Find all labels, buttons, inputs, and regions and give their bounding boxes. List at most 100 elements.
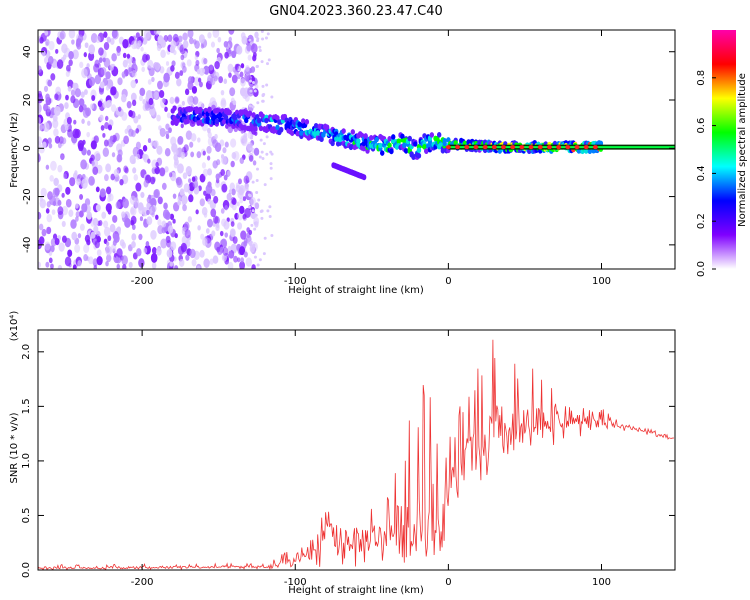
noise-speckle: [183, 183, 190, 193]
noise-speckle: [228, 30, 235, 35]
noise-speckle: [264, 36, 268, 40]
noise-speckle: [266, 62, 270, 66]
noise-speckle: [247, 54, 252, 61]
noise-speckle: [179, 188, 185, 196]
noise-speckle: [130, 207, 135, 215]
noise-speckle: [252, 54, 257, 62]
noise-speckle: [239, 157, 245, 164]
noise-speckle: [48, 143, 53, 149]
noise-speckle: [239, 197, 244, 204]
noise-speckle: [70, 95, 76, 104]
ridge-blob: [407, 135, 412, 142]
noise-speckle: [261, 157, 265, 161]
noise-speckle: [91, 94, 96, 101]
noise-speckle: [53, 128, 59, 137]
noise-speckle: [49, 195, 56, 206]
noise-speckle: [46, 226, 52, 235]
noise-speckle: [199, 81, 203, 88]
noise-speckle: [54, 187, 60, 196]
noise-speckle: [221, 155, 227, 165]
noise-speckle: [171, 60, 176, 67]
noise-speckle: [187, 76, 194, 85]
noise-speckle: [50, 263, 54, 269]
noise-speckle: [253, 221, 257, 225]
noise-speckle: [59, 30, 66, 40]
noise-speckle: [258, 258, 262, 262]
noise-speckle: [167, 225, 174, 234]
snr-y-ticks: 0.0 0.5 1.0 1.5 2.0: [21, 344, 675, 578]
noise-speckle: [187, 216, 192, 223]
steady-line-peak: [491, 145, 497, 150]
noise-speckle: [249, 147, 253, 151]
noise-speckle: [206, 145, 212, 154]
colorbar-tick-label: 0.6: [696, 118, 707, 134]
noise-speckle: [172, 218, 176, 224]
noise-speckle: [170, 241, 177, 251]
noise-speckle: [224, 141, 229, 148]
ridge-blob: [278, 127, 284, 133]
y-tick-label: 0: [22, 145, 33, 151]
noise-speckle: [261, 37, 265, 41]
noise-speckle: [253, 147, 260, 156]
noise-speckle: [155, 214, 159, 220]
noise-speckle: [164, 106, 168, 112]
noise-speckle: [246, 227, 251, 233]
colorbar-tick-label: 0.4: [696, 165, 707, 181]
noise-speckle: [130, 79, 137, 89]
noise-speckle: [216, 246, 221, 253]
noise-speckle: [106, 36, 111, 43]
noise-speckle: [61, 43, 68, 54]
noise-speckle: [49, 245, 55, 253]
noise-speckle: [196, 151, 202, 159]
ridge-blob: [400, 133, 405, 140]
noise-speckle: [79, 193, 84, 200]
noise-speckle: [169, 96, 175, 105]
noise-speckle: [72, 128, 80, 139]
ridge-blob: [223, 114, 229, 121]
ridge-blob: [387, 135, 392, 142]
ridge-blob: [242, 124, 247, 131]
noise-speckle: [136, 153, 141, 160]
noise-speckle: [182, 65, 187, 73]
noise-speckle: [224, 232, 228, 238]
noise-speckle: [261, 94, 265, 98]
steady-line-peak: [473, 145, 479, 150]
snr-marks: [38, 339, 675, 570]
noise-speckle: [71, 231, 78, 241]
noise-speckle: [133, 115, 139, 124]
noise-speckle: [142, 99, 147, 105]
noise-speckle: [140, 46, 144, 52]
ridge-blob: [289, 130, 295, 137]
ridge-blob: [363, 133, 368, 139]
noise-speckle: [106, 254, 112, 263]
noise-speckle: [260, 60, 264, 64]
noise-speckle: [176, 178, 183, 188]
noise-speckle: [230, 97, 235, 104]
ridge-blob: [301, 118, 306, 124]
noise-speckle: [268, 215, 272, 219]
noise-speckle: [180, 242, 187, 253]
noise-speckle: [185, 130, 193, 140]
y-tick-label: 40: [22, 45, 33, 58]
noise-speckle: [143, 179, 149, 188]
ridge-blob: [387, 142, 392, 149]
noise-speckle: [113, 168, 120, 178]
noise-speckle: [95, 204, 101, 212]
noise-speckle: [177, 135, 184, 145]
noise-speckle: [87, 120, 91, 126]
noise-speckle: [146, 209, 150, 216]
snr-frame: [37, 329, 676, 571]
noise-speckle: [182, 32, 188, 41]
noise-speckle: [93, 63, 100, 73]
noise-speckle: [239, 87, 246, 97]
noise-speckle: [132, 99, 137, 107]
noise-speckle: [260, 209, 264, 213]
noise-speckle: [266, 32, 270, 36]
noise-speckle: [214, 142, 222, 153]
noise-speckle: [251, 105, 255, 109]
noise-speckle: [241, 136, 248, 147]
noise-speckle: [44, 30, 49, 36]
noise-speckle: [88, 44, 96, 55]
noise-speckle: [150, 176, 156, 185]
snr-panel: -200 -100 0 100 0.0 0.5 1.0 1.5 2.0 Height of s…: [9, 311, 676, 596]
